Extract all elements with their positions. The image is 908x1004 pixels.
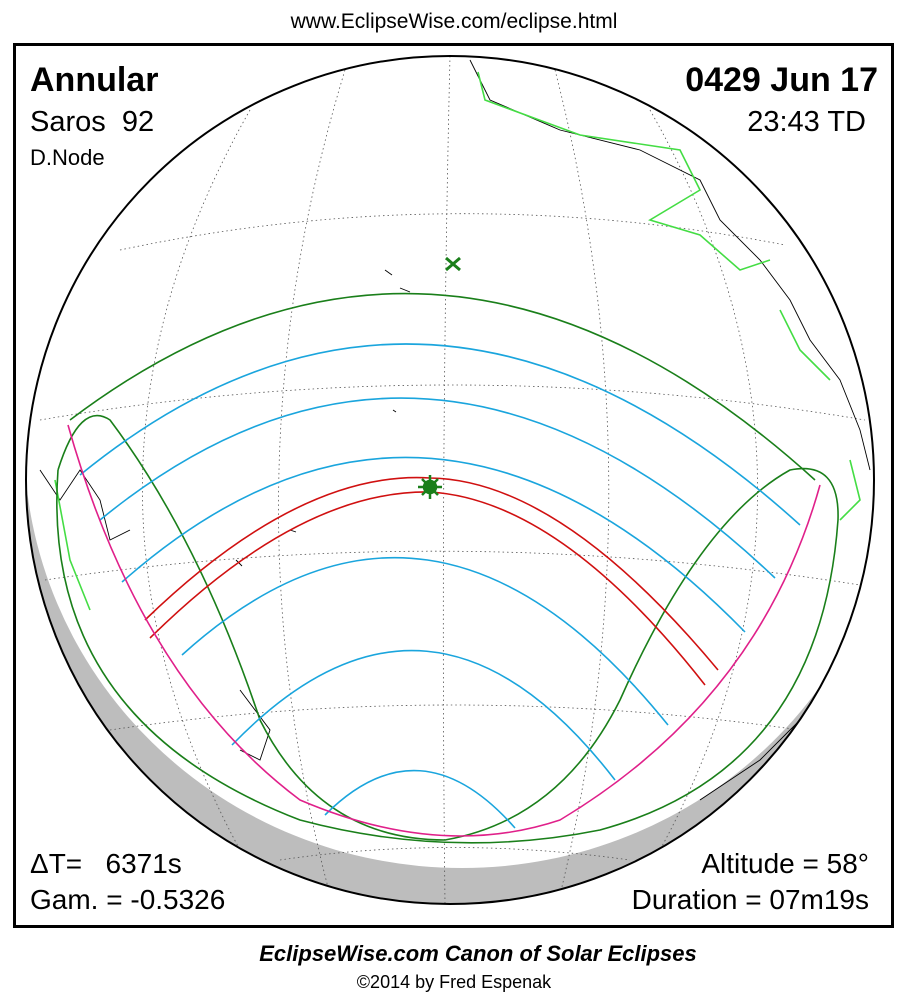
day-side [26, 56, 874, 868]
altitude: Altitude = 58° [701, 848, 869, 879]
penumbral-limits [56, 292, 839, 844]
globe [26, 56, 874, 904]
duration: Duration = 07m19s [632, 884, 869, 915]
graticule [39, 56, 866, 904]
magnitude-lines [79, 343, 801, 829]
delta-t: ΔT= 6371s [30, 848, 182, 879]
url: www.EclipseWise.com/eclipse.html [290, 10, 618, 33]
globe-outline [25, 55, 875, 905]
sub-solar-point [445, 256, 461, 272]
greatest-eclipse [418, 475, 442, 499]
footer-title: EclipseWise.com Canon of Solar Eclipses [259, 941, 697, 966]
eclipse-type: Annular [30, 61, 158, 99]
gamma: Gam. = -0.5326 [30, 884, 225, 915]
node: D.Node [30, 145, 105, 170]
date: 0429 Jun 17 [685, 61, 878, 99]
footer-credit: ©2014 by Fred Espenak [357, 972, 552, 992]
saros: Saros 92 [30, 106, 154, 138]
rise-set-curve [67, 424, 821, 837]
time: 23:43 TD [747, 106, 866, 138]
